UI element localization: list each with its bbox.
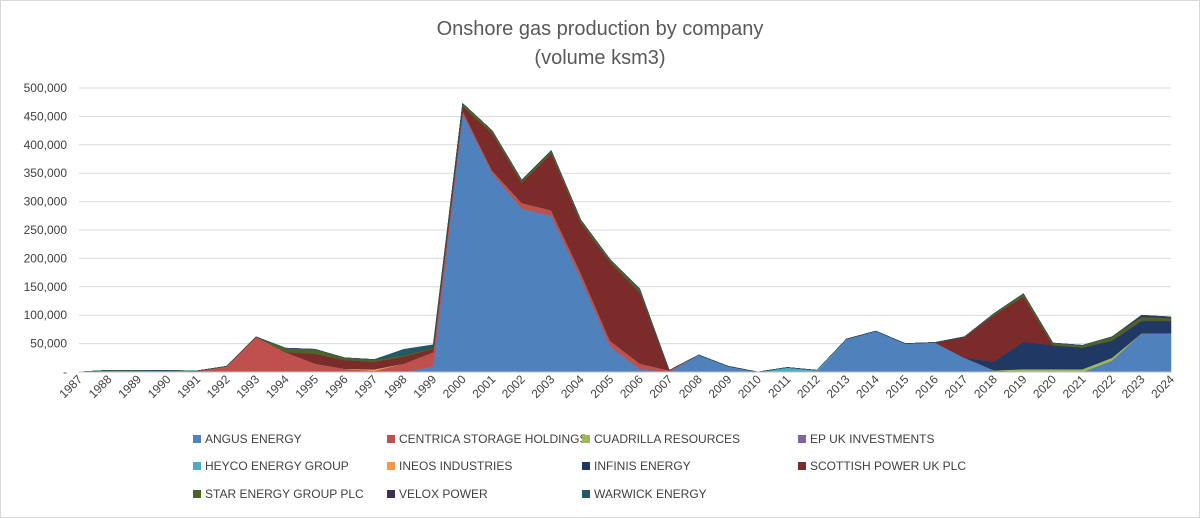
legend-swatch-warwick-energy [582,490,590,498]
x-tick-label: 2016 [912,372,941,401]
legend: ANGUS ENERGY CENTRICA STORAGE HOLDINGS CUA… [193,432,966,501]
x-tick-label: 1999 [411,372,440,401]
legend-swatch-centrica-storage-holdings [387,435,395,443]
legend-swatch-infinis-energy [582,462,590,470]
legend-swatch-angus-energy [193,435,201,443]
x-tick-label: 1991 [174,372,203,401]
x-tick-label: 1994 [263,372,292,401]
y-tick-label: - [63,365,67,379]
y-tick-label: 150,000 [24,280,68,294]
legend-swatch-scottish-power-uk-plc [798,462,806,470]
x-tick-label: 2012 [794,372,823,401]
x-tick-label: 1987 [56,372,85,401]
legend-swatch-velox-power [387,490,395,498]
x-tick-label: 2005 [588,372,617,401]
legend-label-angus-energy: ANGUS ENERGY [205,432,302,446]
x-tick-label: 1998 [381,372,410,401]
y-tick-label: 400,000 [24,138,68,152]
legend-swatch-cuadrilla-resources [582,435,590,443]
legend-label-cuadrilla-resources: CUADRILLA RESOURCES [594,432,740,446]
x-tick-label: 1992 [204,372,233,401]
legend-label-warwick-energy: WARWICK ENERGY [594,487,707,501]
x-tick-label: 2007 [647,372,676,401]
x-tick-label: 2003 [529,372,558,401]
x-tick-label: 2015 [883,372,912,401]
x-tick-label: 2010 [735,372,764,401]
legend-swatch-star-energy-group-plc [193,490,201,498]
x-tick-label: 2021 [1060,372,1089,401]
x-tick-label: 2019 [1001,372,1030,401]
area-scottish-power-uk-plc [78,105,1171,373]
y-tick-label: 350,000 [24,166,68,180]
x-tick-label: 2024 [1148,372,1177,401]
x-tick-label: 1996 [322,372,351,401]
legend-swatch-ep-uk-investments [798,435,806,443]
x-tick-label: 2014 [853,372,882,401]
y-tick-label: 450,000 [24,109,68,123]
x-tick-label: 2020 [1030,372,1059,401]
x-tick-label: 2004 [558,372,587,401]
x-tick-label: 2022 [1089,372,1118,401]
x-tick-label: 2011 [765,372,793,400]
y-tick-label: 100,000 [24,308,68,322]
x-tick-label: 1989 [115,372,144,401]
legend-label-scottish-power-uk-plc: SCOTTISH POWER UK PLC [810,459,966,473]
x-tick-label: 2008 [676,372,705,401]
x-tick-label: 2023 [1119,372,1148,401]
x-tick-label: 1988 [86,372,115,401]
area-warwick-energy [78,102,1172,373]
chart-subtitle: (volume ksm3) [534,47,665,69]
legend-label-infinis-energy: INFINIS ENERGY [594,459,691,473]
x-tick-label: 1995 [292,372,321,401]
legend-swatch-ineos-industries [387,462,395,470]
x-tick-label: 1990 [145,372,174,401]
legend-label-star-energy-group-plc: STAR ENERGY GROUP PLC [205,487,364,501]
chart-title: Onshore gas production by company [437,18,764,40]
plot-areas [78,102,1172,373]
x-tick-label: 2000 [440,372,469,401]
x-tick-label: 2017 [942,372,971,401]
legend-swatch-heyco-energy-group [193,462,201,470]
legend-label-ineos-industries: INEOS INDUSTRIES [399,459,512,473]
y-tick-label: 200,000 [24,251,68,265]
y-tick-label: 250,000 [24,223,68,237]
y-tick-label: 500,000 [24,81,68,95]
y-tick-label: 50,000 [30,337,67,351]
legend-label-centrica-storage-holdings: CENTRICA STORAGE HOLDINGS [399,432,587,446]
legend-label-ep-uk-investments: EP UK INVESTMENTS [810,432,934,446]
x-tick-label: 1993 [233,372,262,401]
legend-label-heyco-energy-group: HEYCO ENERGY GROUP [205,459,349,473]
legend-label-velox-power: VELOX POWER [399,487,488,501]
y-tick-label: 300,000 [24,195,68,209]
x-tick-label: 2002 [499,372,528,401]
gridlines [79,87,1171,345]
x-tick-label: 2009 [706,372,735,401]
x-tick-label: 2018 [971,372,1000,401]
x-tick-label: 2006 [617,372,646,401]
x-tick-label: 2001 [470,372,499,401]
x-tick-label: 1997 [351,372,380,401]
x-tick-label: 2013 [824,372,853,401]
